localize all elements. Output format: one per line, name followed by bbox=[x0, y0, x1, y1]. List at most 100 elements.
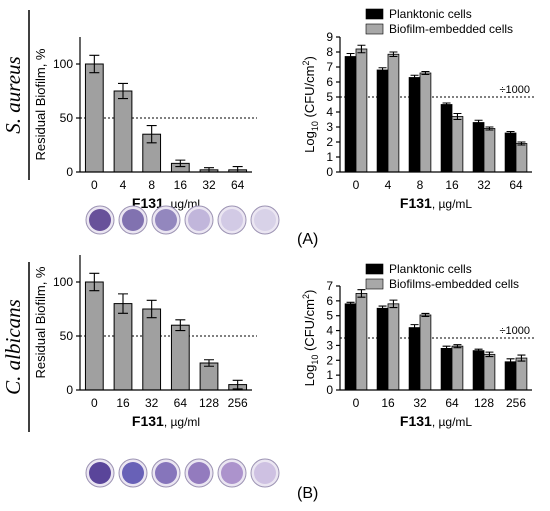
legend-swatch bbox=[365, 278, 384, 290]
y-axis-label-log: Log bbox=[302, 131, 317, 153]
y-tick-label: 1 bbox=[326, 368, 333, 382]
error-bar bbox=[89, 272, 100, 292]
bar-planktonic bbox=[440, 347, 453, 391]
y-axis-label-log: Log bbox=[302, 365, 317, 387]
error-bar bbox=[389, 299, 398, 309]
bar bbox=[113, 90, 133, 173]
y-axis-label-end: ) bbox=[302, 56, 317, 60]
x-tick-label: 16 bbox=[116, 396, 130, 410]
y-tick-label: 50 bbox=[60, 329, 74, 343]
well-row-b bbox=[85, 458, 280, 488]
y-tick-label: 6 bbox=[326, 294, 333, 308]
well-stain bbox=[188, 209, 210, 231]
legend-label: Planktonic cells bbox=[389, 262, 472, 276]
bar-planktonic bbox=[376, 307, 389, 391]
well-stain bbox=[221, 462, 243, 484]
y-axis-label-sup: 2 bbox=[301, 294, 311, 299]
bar-biofilm bbox=[483, 128, 496, 173]
error-bar bbox=[474, 348, 483, 353]
error-bar bbox=[485, 126, 494, 131]
error-bar bbox=[378, 67, 387, 73]
error-bar bbox=[378, 305, 387, 312]
well-stain bbox=[122, 462, 144, 484]
x-tick-label: 64 bbox=[174, 396, 188, 410]
panel-b-organism: C. albicans bbox=[1, 262, 30, 432]
error-bar bbox=[175, 319, 186, 332]
panel-label-b: (B) bbox=[297, 485, 318, 502]
bar-planktonic bbox=[440, 104, 453, 173]
x-tick-label: 256 bbox=[506, 396, 526, 410]
well-row-a bbox=[85, 205, 280, 235]
y-tick-label: 1 bbox=[326, 150, 333, 164]
bar bbox=[199, 362, 219, 391]
x-axis-label-bold: F131 bbox=[132, 195, 164, 211]
x-axis-label: F131, µg/mL bbox=[400, 195, 473, 211]
error-bar bbox=[410, 324, 419, 332]
panel-label-a: (A) bbox=[297, 231, 318, 248]
bar-planktonic bbox=[472, 350, 485, 391]
error-bar bbox=[485, 351, 494, 358]
error-bar bbox=[474, 119, 483, 126]
y-tick-label: 0 bbox=[66, 383, 73, 397]
y-tick-label: 4 bbox=[326, 324, 333, 338]
bar-biofilm bbox=[419, 314, 432, 391]
bar-planktonic bbox=[472, 122, 485, 173]
x-axis-label-bold: F131 bbox=[400, 413, 432, 429]
x-tick-label: 64 bbox=[445, 396, 459, 410]
x-tick-label: 32 bbox=[413, 396, 427, 410]
x-tick-label: 4 bbox=[385, 178, 392, 192]
y-axis-label: Log10 (CFU/cm2) bbox=[301, 56, 320, 153]
error-bar bbox=[175, 159, 186, 168]
reference-line-label: ÷1000 bbox=[499, 84, 530, 96]
error-bar bbox=[346, 301, 355, 306]
legend-swatch bbox=[365, 23, 384, 35]
error-bar bbox=[517, 141, 526, 146]
y-tick-label: 50 bbox=[60, 111, 74, 125]
x-tick-label: 256 bbox=[228, 396, 248, 410]
bar-biofilm bbox=[451, 345, 464, 391]
y-tick-label: 0 bbox=[326, 383, 333, 397]
y-axis-label-end: ) bbox=[302, 290, 317, 294]
bar-biofilm bbox=[483, 353, 496, 391]
y-tick-label: 5 bbox=[326, 309, 333, 323]
well-stain bbox=[122, 209, 144, 231]
y-tick-label: 0 bbox=[326, 165, 333, 179]
bar-planktonic bbox=[344, 303, 357, 391]
panel-a-organism: S. aureus bbox=[1, 10, 30, 180]
bar-planktonic bbox=[344, 56, 357, 173]
x-tick-label: 0 bbox=[353, 396, 360, 410]
well-stain bbox=[89, 462, 111, 484]
x-tick-label: 4 bbox=[120, 178, 127, 192]
error-bar bbox=[232, 379, 243, 390]
y-axis-label: Residual Biofilm, % bbox=[33, 266, 48, 378]
error-bar bbox=[118, 82, 128, 100]
x-axis-label-unit: , µg/mL bbox=[432, 415, 473, 429]
bar-biofilm bbox=[515, 143, 528, 173]
y-axis-label-sub: 10 bbox=[310, 355, 320, 365]
legend-swatch bbox=[365, 263, 384, 275]
y-tick-label: 2 bbox=[326, 135, 333, 149]
well-stain bbox=[254, 209, 276, 231]
well-stain bbox=[221, 209, 243, 231]
error-bar bbox=[506, 358, 515, 366]
y-tick-label: 5 bbox=[326, 90, 333, 104]
y-tick-label: 7 bbox=[326, 60, 333, 74]
x-tick-label: 64 bbox=[509, 178, 523, 192]
legend-label: Planktonic cells bbox=[389, 7, 472, 21]
error-bar bbox=[421, 70, 430, 76]
well-stain bbox=[188, 462, 210, 484]
x-axis-label-unit: , µg/ml bbox=[164, 415, 200, 429]
x-tick-label: 0 bbox=[91, 178, 98, 192]
well-stain bbox=[155, 462, 177, 484]
reference-line-label: ÷1000 bbox=[499, 325, 530, 337]
x-tick-label: 128 bbox=[474, 396, 494, 410]
well-stain bbox=[254, 462, 276, 484]
bar-biofilm bbox=[515, 357, 528, 391]
x-tick-label: 8 bbox=[417, 178, 424, 192]
y-tick-label: 2 bbox=[326, 353, 333, 367]
bar-planktonic bbox=[408, 327, 421, 391]
error-bar bbox=[442, 345, 451, 352]
